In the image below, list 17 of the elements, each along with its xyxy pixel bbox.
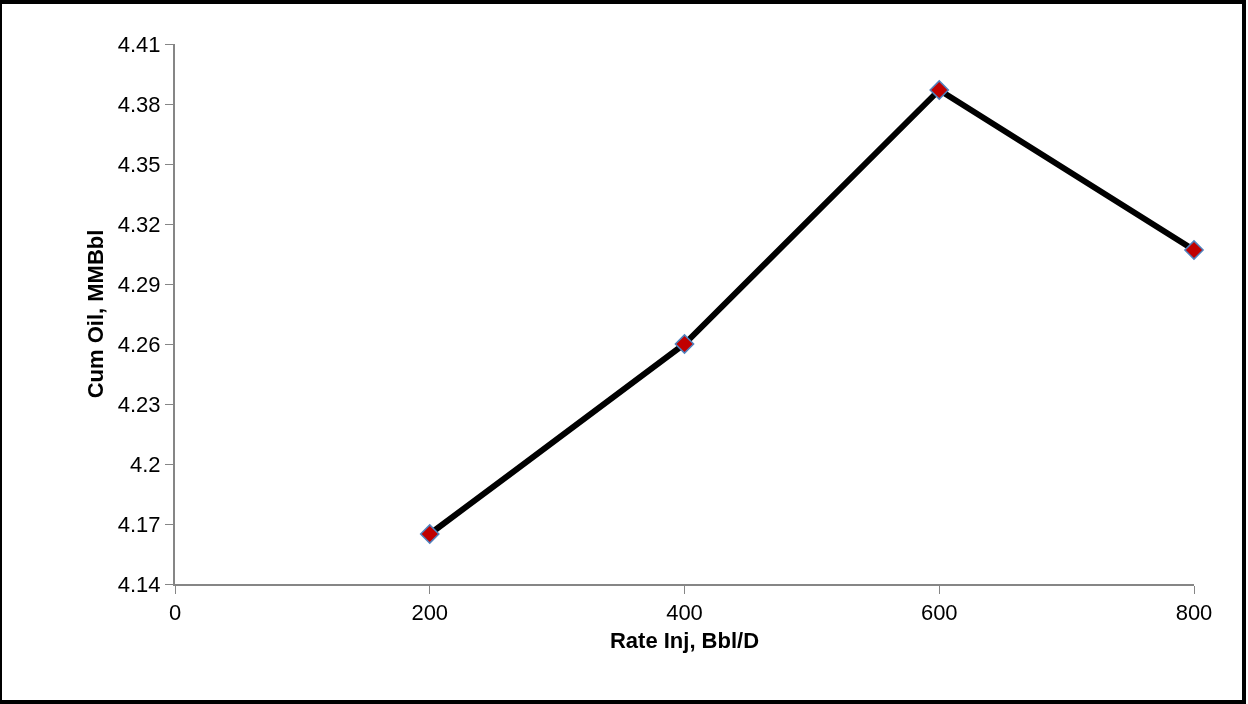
y-tick-label: 4.17	[117, 511, 161, 537]
x-tick-label: 400	[666, 600, 703, 626]
x-tick-label: 0	[168, 600, 182, 626]
y-tick-label: 4.32	[117, 211, 161, 237]
y-tick-label: 4.26	[117, 331, 161, 357]
y-axis-title: Cum Oil, MMBbl	[83, 229, 109, 399]
y-tick-label: 4.23	[117, 391, 161, 417]
x-tick-label: 200	[411, 600, 449, 626]
y-tick-label: 4.41	[117, 31, 161, 57]
x-axis-title: Rate Inj, Bbl/D	[609, 627, 760, 653]
x-tick-label: 600	[920, 600, 958, 626]
y-tick-label: 4.2	[130, 451, 161, 477]
y-tick-label: 4.35	[117, 151, 161, 177]
y-tick-label: 4.14	[117, 571, 161, 597]
y-tick-label: 4.29	[117, 271, 161, 297]
x-tick-label: 800	[1175, 600, 1213, 626]
y-tick-label: 4.38	[117, 91, 161, 117]
